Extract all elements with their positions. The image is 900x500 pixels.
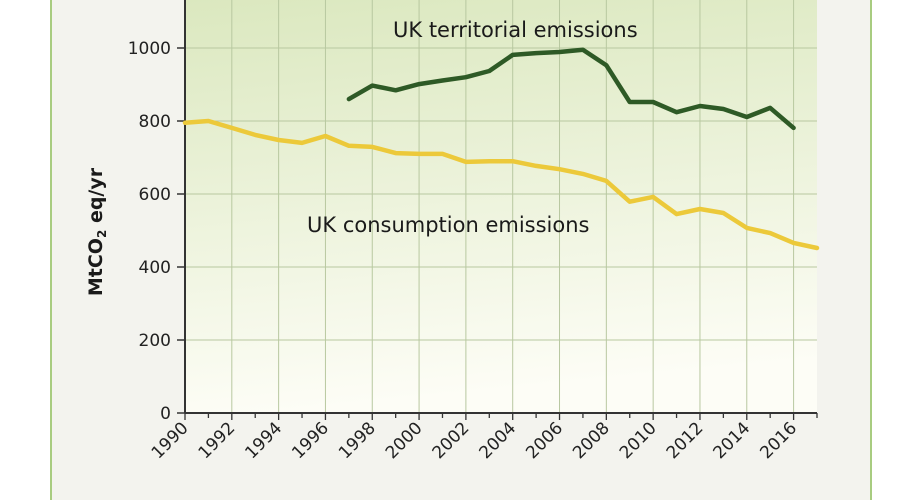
y-tick-label: 600 [139, 185, 171, 205]
series-line-consumption [182, 118, 820, 251]
x-tick-label: 2004 [476, 418, 521, 463]
series-label-consumption: UK consumption emissions [307, 213, 590, 237]
x-tick-label: 1996 [288, 418, 333, 463]
axes [184, 0, 817, 414]
y-tick-label: 200 [139, 331, 171, 351]
series-label-territorial: UK territorial emissions [393, 18, 638, 42]
y-axis-label: MtCO2 eq/yr [85, 167, 109, 296]
x-tick-label: 1990 [148, 418, 193, 463]
x-tick-label: 2016 [756, 418, 801, 463]
plot-area [185, 0, 817, 413]
series-line-territorial [346, 47, 796, 131]
x-tick-label: 2000 [382, 418, 427, 463]
y-axis-ticks: 0 200 400 600 800 1000 [128, 39, 185, 424]
x-axis-ticks: 1990 1992 1994 1996 1998 2000 2002 2004 2006 2008… [148, 413, 818, 463]
y-tick-label: 800 [139, 112, 171, 132]
x-tick-label: 1992 [195, 418, 240, 463]
x-tick-label: 2006 [522, 418, 567, 463]
x-tick-label: 2010 [616, 418, 661, 463]
y-tick-label: 1000 [128, 39, 171, 59]
x-tick-label: 1998 [335, 418, 380, 463]
x-tick-label: 2014 [710, 418, 755, 463]
x-tick-label: 2002 [429, 418, 474, 463]
series-lines [182, 47, 820, 251]
grid-lines [185, 0, 817, 413]
x-tick-label: 2012 [663, 418, 708, 463]
x-tick-label: 2008 [569, 418, 614, 463]
x-tick-label: 1994 [241, 418, 286, 463]
y-tick-label: 400 [139, 258, 171, 278]
y-tick-label: 0 [160, 404, 171, 424]
y-axis-label-main: MtCO [85, 238, 107, 296]
y-axis-label-tail: eq/yr [85, 167, 107, 229]
y-axis-label-subscript: 2 [95, 230, 109, 238]
